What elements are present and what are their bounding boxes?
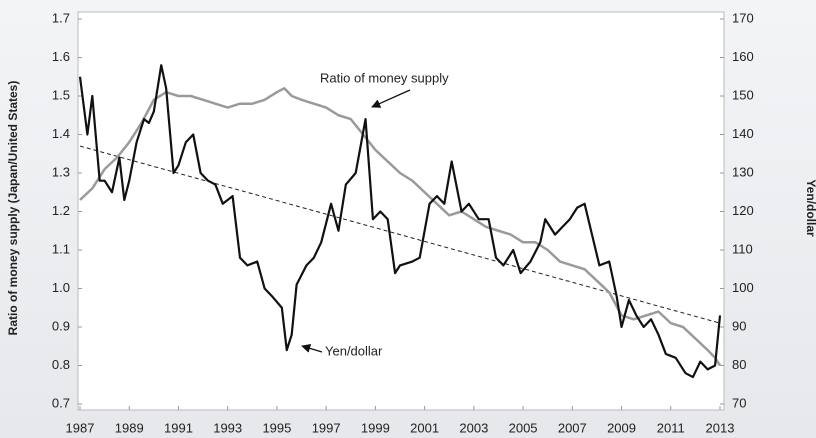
y2-tick-label: 130: [732, 164, 754, 179]
x-tick-label: 1991: [164, 420, 193, 435]
x-tick-label: 1995: [262, 420, 291, 435]
trend-line: [79, 145, 721, 324]
y2-tick-label: 160: [732, 49, 754, 64]
x-tick-label: 1993: [213, 420, 242, 435]
y-tick-label: 1.3: [52, 164, 70, 179]
annotation-arrow: [371, 89, 411, 108]
y-axis-title: Ratio of money supply (Japan/United Stat…: [6, 81, 20, 336]
y2-tick-label: 110: [732, 241, 753, 256]
x-tick-label: 2005: [509, 420, 538, 435]
y2-tick-label: 80: [732, 357, 746, 372]
x-tick-label: 1997: [312, 420, 341, 435]
x-tick-label: 1999: [361, 420, 390, 435]
y2-tick-label: 90: [732, 318, 746, 333]
y-tick-label: 1.0: [52, 280, 70, 295]
x-tick-label: 2003: [459, 420, 488, 435]
y-tick-label: 1.1: [52, 241, 70, 256]
y2-tick-label: 120: [732, 203, 754, 218]
y2-tick-label: 100: [732, 280, 754, 295]
annotation-arrow: [301, 343, 323, 353]
y2-tick-label: 140: [732, 126, 754, 141]
y-tick-label: 1.6: [52, 49, 70, 64]
x-tick-label: 2001: [410, 420, 439, 435]
x-tick-label: 2011: [657, 420, 685, 435]
y-tick-label: 0.7: [52, 395, 70, 410]
annotation-label: Ratio of money supply: [320, 70, 449, 85]
x-tick-label: 1989: [115, 420, 144, 435]
y2-tick-label: 170: [732, 10, 754, 25]
y2-axis-title: Yen/dollar: [804, 179, 816, 237]
y-tick-label: 0.9: [52, 318, 70, 333]
y-tick-label: 1.2: [52, 203, 70, 218]
series-line: [79, 87, 722, 367]
series-line: [78, 64, 722, 379]
y-tick-label: 1.5: [52, 87, 70, 102]
y2-tick-label: 150: [732, 87, 754, 102]
x-tick-label: 2009: [607, 420, 636, 435]
x-tick-label: 1987: [66, 420, 95, 435]
y-tick-label: 0.8: [52, 357, 70, 372]
y2-tick-label: 70: [732, 395, 746, 410]
plot-area: [77, 11, 725, 411]
x-tick-label: 2007: [558, 420, 587, 435]
annotation-label: Yen/dollar: [325, 343, 383, 358]
y-tick-label: 1.4: [52, 126, 70, 141]
y-tick-label: 1.7: [52, 10, 70, 25]
x-tick-label: 2013: [706, 420, 735, 435]
